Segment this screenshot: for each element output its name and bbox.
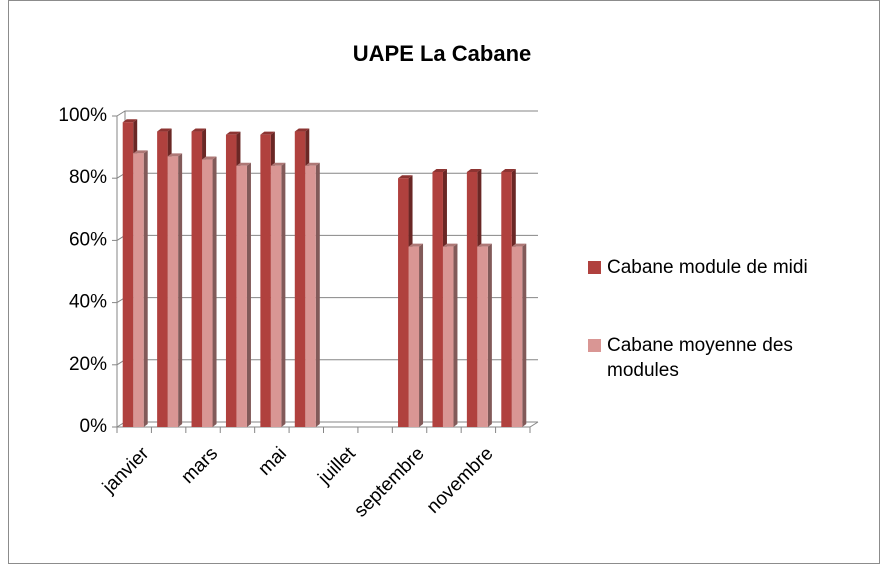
bar-top (501, 168, 516, 172)
bar (225, 134, 237, 427)
bar-top (511, 243, 527, 247)
y-tick-label: 80% (69, 167, 107, 188)
legend-item: Cabane moyenne des modules (588, 333, 847, 383)
bar-top (294, 128, 310, 132)
y-tick-label: 60% (69, 229, 107, 250)
bar (191, 131, 203, 428)
bar (305, 165, 316, 427)
bar (408, 246, 420, 427)
bar (133, 153, 144, 427)
bar-top (157, 128, 172, 132)
bar-side (419, 243, 424, 427)
y-tick-label: 40% (69, 292, 107, 313)
bar-top (466, 168, 482, 172)
bar-top (432, 168, 447, 172)
bar-side (246, 162, 251, 427)
bar-top (408, 243, 424, 247)
legend-swatch (588, 261, 601, 274)
bar-side (281, 162, 286, 427)
bar (270, 165, 282, 427)
grid-line (116, 110, 538, 117)
legend-swatch (588, 339, 601, 352)
bar-side (143, 150, 148, 427)
bar-side (453, 243, 458, 427)
bar (236, 165, 247, 427)
bar-top (236, 162, 251, 166)
bar-top (477, 243, 492, 247)
bar (122, 122, 134, 427)
bar-top (202, 156, 217, 160)
bar-top (270, 162, 286, 166)
bar-top (133, 150, 148, 154)
bar (477, 246, 488, 427)
bar (260, 134, 271, 427)
bar (167, 156, 179, 427)
bar-top (122, 119, 138, 123)
legend-label: Cabane module de midi (607, 257, 808, 278)
bar-top (398, 175, 413, 179)
bar-side (522, 243, 527, 427)
y-tick-label: 0% (80, 416, 108, 437)
y-tick-label: 20% (69, 354, 107, 375)
bar (202, 159, 213, 428)
bar-side (487, 243, 492, 427)
legend-item: Cabane module de midi (588, 255, 847, 280)
bar (511, 246, 523, 427)
bar-top (191, 128, 207, 132)
bar (442, 246, 454, 427)
bar-top (305, 162, 320, 166)
y-tick-label: 100% (58, 105, 107, 126)
bar (466, 171, 478, 427)
bar (398, 178, 409, 427)
bar (157, 131, 168, 428)
bar-side (315, 162, 320, 427)
bar (432, 171, 443, 427)
legend-label: Cabane moyenne des modules (607, 335, 793, 381)
bar-top (167, 153, 183, 157)
bar-top (442, 243, 458, 247)
bar (294, 131, 306, 428)
chart-title: UAPE La Cabane (353, 41, 532, 66)
bar-top (260, 131, 275, 135)
bar (501, 171, 512, 427)
bar-side (212, 156, 217, 428)
bar-side (178, 153, 183, 427)
bar-top (225, 131, 241, 135)
